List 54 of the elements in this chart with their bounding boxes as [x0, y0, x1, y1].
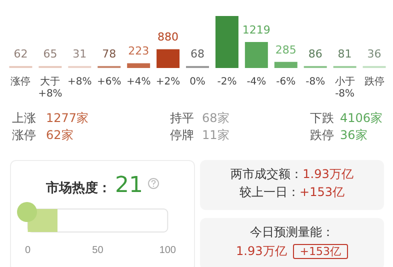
- bar: [244, 42, 268, 68]
- x-tick-label: -6%: [276, 76, 296, 88]
- data-label: 86: [308, 47, 322, 60]
- bar: [127, 63, 150, 68]
- text: 68家: [202, 110, 230, 127]
- bar: [215, 16, 238, 68]
- x-tick-label: 小于 -8%: [334, 76, 355, 100]
- x-tick-label: 涨停: [10, 76, 31, 88]
- text: 跌停: [310, 127, 334, 144]
- x-tick-label: -8%: [306, 76, 326, 88]
- x-tick-label: +6%: [96, 76, 122, 88]
- text: 涨停: [12, 127, 36, 144]
- x-tick-label: +8%: [68, 76, 92, 88]
- text: 1.93万亿: [236, 244, 287, 258]
- x-tick-label: 跌停: [364, 76, 384, 88]
- data-label: 1219: [242, 23, 270, 36]
- x-tick-label: 0: [25, 244, 31, 256]
- data-label: 880: [158, 30, 179, 44]
- x-tick-label: +4%: [126, 76, 151, 88]
- bar: [156, 49, 180, 68]
- text: 两市成交额：: [230, 167, 303, 181]
- text: +153亿: [300, 185, 344, 199]
- data-label: 68: [190, 47, 204, 60]
- x-tick-label: -4%: [246, 76, 266, 88]
- x-tick-label: 0%: [190, 76, 206, 88]
- text: 36家: [340, 127, 368, 144]
- text: 62家: [46, 127, 74, 144]
- x-tick-label: 100: [159, 244, 176, 256]
- text: 较上一日：: [240, 185, 300, 199]
- data-label: 36: [367, 47, 382, 60]
- x-tick-label: 50: [92, 244, 104, 256]
- text: 持平: [170, 110, 194, 127]
- data-label: 78: [102, 47, 116, 60]
- text: 下跌: [310, 110, 334, 127]
- text: 21: [115, 173, 143, 198]
- data-label: 81: [338, 47, 352, 60]
- text: 11家: [202, 127, 230, 144]
- text: 今日预测量能：: [250, 225, 334, 239]
- text: 4106家: [340, 110, 383, 127]
- text: 上涨: [12, 110, 36, 127]
- data-label: 223: [128, 44, 150, 58]
- text: 停牌: [170, 127, 194, 144]
- data-label: 65: [43, 47, 58, 60]
- text: 1.93万亿: [302, 167, 354, 181]
- x-tick-label: 大于 +8%: [38, 76, 62, 100]
- x-tick-label: +2%: [156, 76, 180, 88]
- data-label: 31: [72, 47, 87, 60]
- data-label: 285: [275, 43, 296, 56]
- text: +153亿: [292, 244, 348, 259]
- x-tick-label: -2%: [217, 76, 237, 88]
- text: 1277家: [46, 110, 89, 127]
- data-label: 62: [14, 47, 28, 60]
- bar: [274, 62, 298, 68]
- chart-title: 市场热度：: [46, 181, 111, 196]
